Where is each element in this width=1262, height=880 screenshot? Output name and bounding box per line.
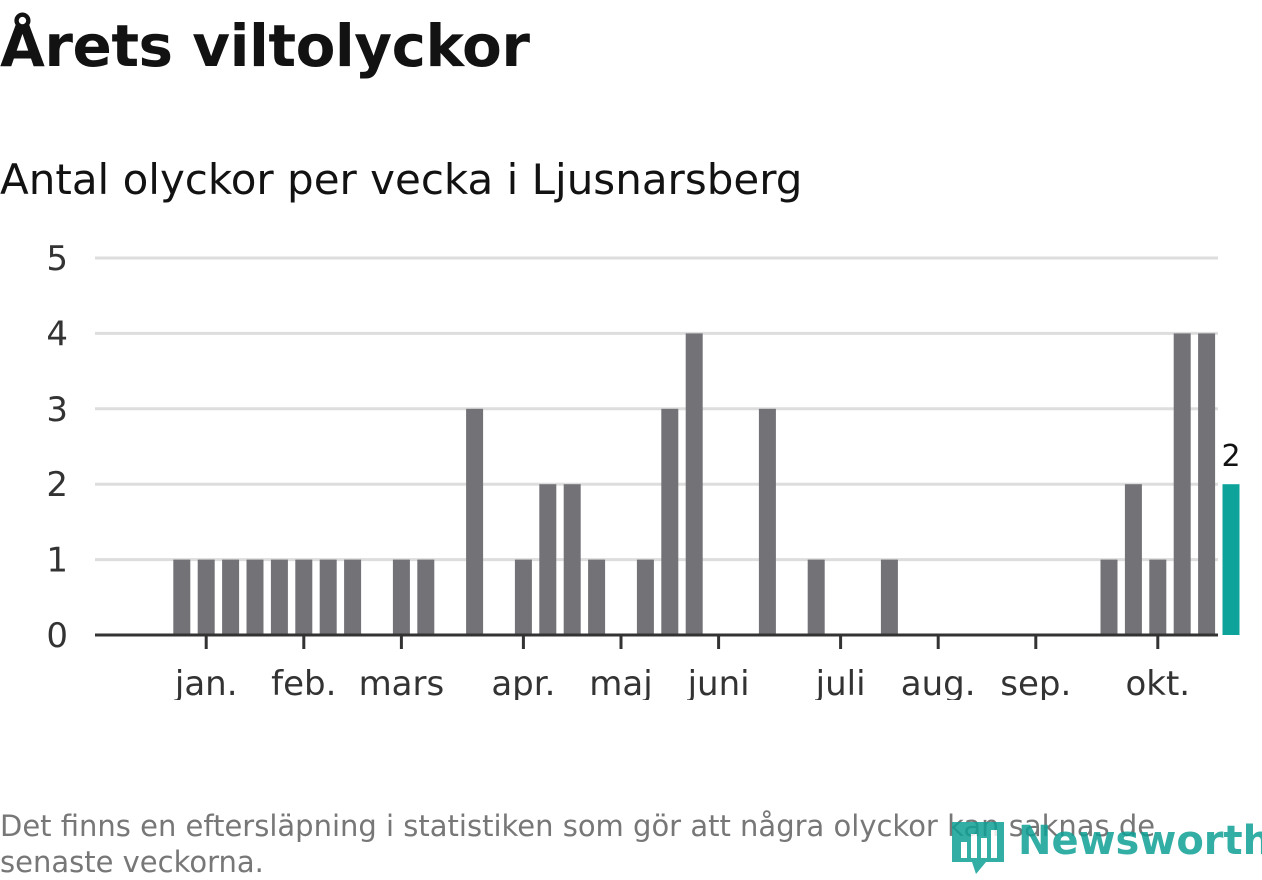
x-tick-label: okt. [1125, 664, 1190, 700]
x-tick-label: mars [359, 664, 445, 700]
bar [514, 559, 532, 635]
bar [246, 559, 264, 635]
x-tick-label: feb. [271, 664, 336, 700]
bar [1173, 333, 1191, 635]
x-tick-label: maj [589, 664, 652, 700]
y-tick-label: 0 [46, 616, 68, 656]
bar [466, 408, 484, 635]
x-tick-label: sep. [1000, 664, 1071, 700]
x-tick-label: apr. [491, 664, 555, 700]
bar [563, 484, 581, 635]
chart-subtitle: Antal olyckor per vecka i Ljusnarsberg [0, 155, 803, 204]
bar [417, 559, 435, 635]
bar [685, 333, 703, 635]
x-tick-label: juni [687, 664, 750, 700]
highlight-value-label: 2 [1221, 439, 1240, 474]
bar [1100, 559, 1118, 635]
x-tick-label: juli [815, 664, 866, 700]
bar [539, 484, 557, 635]
newsworthy-logo[interactable]: Newsworthy [948, 812, 1262, 879]
chart-title: Årets viltolyckor [0, 12, 530, 80]
bar [1149, 559, 1167, 635]
bar-highlight [1222, 484, 1240, 635]
y-tick-label: 1 [46, 541, 68, 581]
bar [588, 559, 606, 635]
bar [222, 559, 240, 635]
y-tick-label: 2 [46, 465, 68, 505]
bar [270, 559, 288, 635]
bar [295, 559, 313, 635]
bar [1124, 484, 1142, 635]
newsworthy-logo-text: Newsworthy [1018, 818, 1262, 864]
bar [344, 559, 362, 635]
bar [1198, 333, 1216, 635]
bar [807, 559, 825, 635]
bar [661, 408, 679, 635]
bar-chart: 0 1 2 3 4 5 2 jan. feb. mars apr. maj juni juli aug.… [46, 239, 1240, 700]
x-tick-label: jan. [174, 664, 238, 700]
bar [197, 559, 215, 635]
bar [880, 559, 898, 635]
newsworthy-logo-icon [952, 822, 1004, 874]
y-tick-label: 5 [46, 239, 68, 279]
bar [319, 559, 337, 635]
y-tick-label: 3 [46, 390, 68, 430]
bar [636, 559, 654, 635]
bar [758, 408, 776, 635]
bar [392, 559, 410, 635]
y-tick-label: 4 [46, 314, 68, 354]
x-tick-label: aug. [901, 664, 976, 700]
bar [173, 559, 191, 635]
